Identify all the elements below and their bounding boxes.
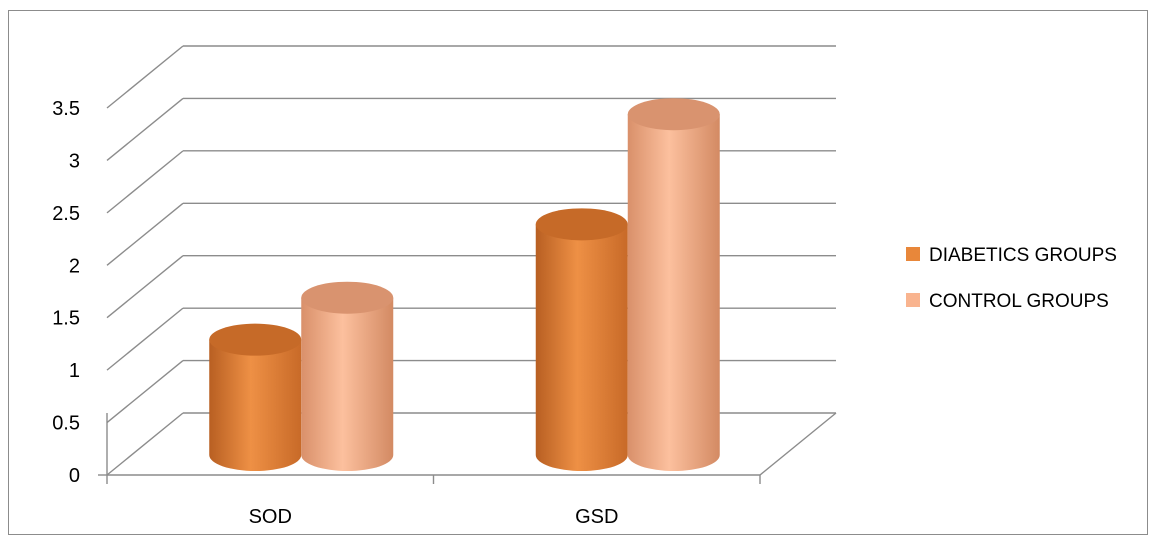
legend-label: DIABETICS GROUPS	[929, 245, 1117, 266]
legend-swatch	[906, 293, 920, 307]
bar-top	[535, 208, 628, 241]
side-gridline	[106, 150, 184, 214]
chart-frame	[8, 10, 1148, 535]
bar	[535, 208, 628, 471]
y-tick-label: 1.5	[52, 308, 80, 330]
side-gridline	[106, 360, 184, 424]
side-gridline	[106, 45, 184, 109]
bars-layer	[209, 98, 720, 471]
bar-body	[301, 297, 394, 471]
side-gridline	[106, 202, 184, 266]
side-gridline	[106, 412, 184, 476]
legend-swatch	[906, 247, 920, 261]
y-tick-label: 2.5	[52, 203, 80, 225]
side-gridline	[106, 307, 184, 371]
bar	[301, 281, 394, 471]
x-tick-label: GSD	[575, 506, 618, 528]
y-tick-label: 1	[69, 360, 80, 382]
y-tick-label: 0.5	[52, 413, 80, 435]
bar-body	[535, 224, 628, 471]
legend: DIABETICS GROUPS CONTROL GROUPS	[906, 245, 1117, 312]
bar	[209, 323, 302, 471]
floor-right-edge	[759, 412, 837, 476]
bar-top	[301, 281, 394, 314]
bar-body	[209, 339, 302, 471]
bar-top	[627, 98, 720, 131]
bar-body	[627, 114, 720, 471]
y-tick-label: 3	[69, 150, 80, 172]
legend-label: CONTROL GROUPS	[929, 291, 1109, 312]
axes-layer: 0 0.5 1 1.5 2 2.5 3 3.5 SOD GSD	[52, 45, 837, 528]
y-tick-label: 2	[69, 255, 80, 277]
side-gridline	[106, 255, 184, 319]
bar	[627, 98, 720, 471]
x-tick-label: SOD	[249, 506, 292, 528]
y-tick-label: 3.5	[52, 98, 80, 120]
side-gridline	[106, 97, 184, 161]
bar-top	[209, 323, 302, 356]
y-tick-label: 0	[69, 465, 80, 487]
